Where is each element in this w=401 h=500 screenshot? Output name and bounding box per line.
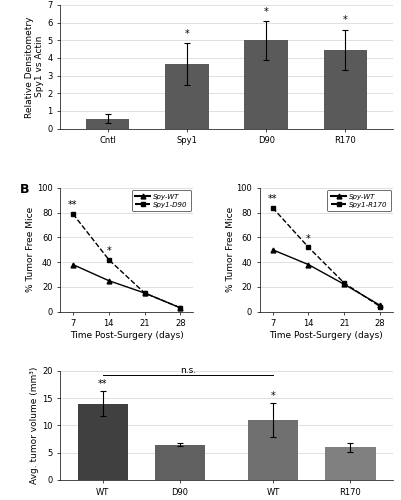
X-axis label: Time Post-Surgery (days): Time Post-Surgery (days) [269, 331, 383, 340]
Y-axis label: % Tumor Free Mice: % Tumor Free Mice [226, 207, 235, 292]
Text: *: * [306, 234, 311, 243]
Y-axis label: Relative Densitometry
Spy1 vs Actin: Relative Densitometry Spy1 vs Actin [25, 16, 45, 118]
Text: *: * [343, 16, 348, 26]
Text: **: ** [98, 380, 107, 390]
X-axis label: Time Post-Surgery (days): Time Post-Surgery (days) [70, 331, 184, 340]
Bar [165, 64, 209, 128]
Bar [77, 404, 128, 480]
Legend: Spy-WT, Spy1-R170: Spy-WT, Spy1-R170 [327, 190, 391, 211]
Text: **: ** [268, 194, 277, 204]
Text: *: * [264, 8, 269, 18]
Text: B: B [20, 183, 30, 196]
Y-axis label: % Tumor Free Mice: % Tumor Free Mice [26, 207, 35, 292]
Bar [324, 50, 367, 128]
Bar [244, 40, 288, 128]
Bar [248, 420, 298, 480]
Legend: Spy-WT, Spy1-D90: Spy-WT, Spy1-D90 [132, 190, 191, 211]
Text: n.s.: n.s. [180, 366, 196, 375]
Bar [155, 444, 205, 480]
Y-axis label: Avg. tumor volume (mm³): Avg. tumor volume (mm³) [30, 367, 39, 484]
Text: *: * [106, 246, 111, 256]
Text: **: ** [68, 200, 78, 210]
Bar [86, 119, 130, 128]
Bar [325, 448, 376, 480]
Text: *: * [184, 28, 189, 38]
Text: *: * [271, 391, 275, 401]
